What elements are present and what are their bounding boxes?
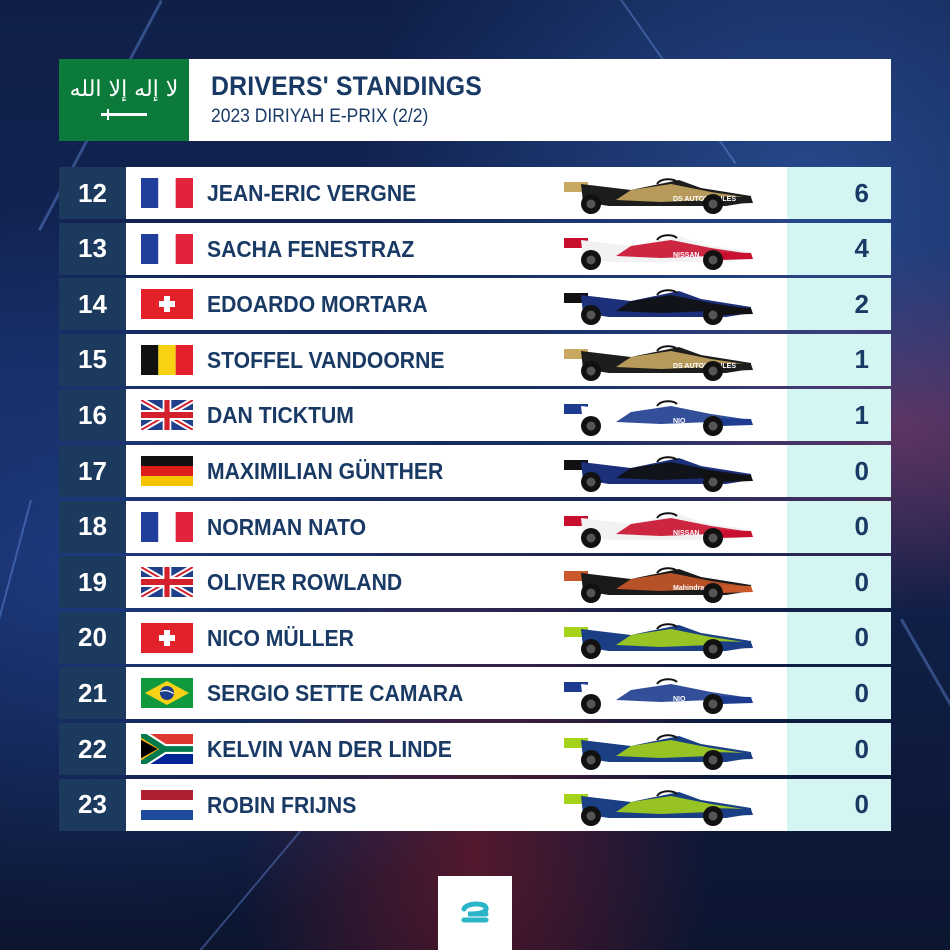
position-number: 14 bbox=[59, 278, 126, 331]
standings-row: 18 NORMAN NATO NISSAN 0 bbox=[59, 500, 891, 553]
abt-car-icon bbox=[561, 726, 757, 772]
driver-points: 0 bbox=[787, 500, 891, 553]
driver-name: NICO MÜLLER bbox=[207, 624, 354, 651]
page-subtitle: 2023 DIRIYAH E-PRIX (2/2) bbox=[211, 106, 429, 127]
brazil-flag-icon bbox=[141, 678, 193, 709]
position-number: 18 bbox=[59, 500, 126, 553]
belgium-flag-icon bbox=[141, 344, 193, 375]
saudi-arabia-flag-icon: لا إله إلا الله bbox=[59, 59, 189, 141]
abt-car-icon bbox=[561, 615, 757, 661]
driver-points: 0 bbox=[787, 556, 891, 609]
driver-points: 0 bbox=[787, 611, 891, 664]
position-number: 22 bbox=[59, 723, 126, 775]
standings-row: 17 MAXIMILIAN GÜNTHER 0 bbox=[59, 445, 891, 497]
standings-header: لا إله إلا الله DRIVERS' STANDINGS 2023 … bbox=[59, 59, 891, 141]
nio-car-icon: NIO bbox=[561, 670, 757, 716]
svg-text:NISSAN: NISSAN bbox=[673, 530, 699, 537]
nissan-car-icon: NISSAN bbox=[561, 226, 757, 272]
standings-row: 16 DAN TICKTUM NIO 1 bbox=[59, 389, 891, 442]
driver-points: 0 bbox=[787, 778, 891, 831]
driver-name: KELVIN VAN DER LINDE bbox=[207, 736, 452, 762]
svg-text:Mahindra: Mahindra bbox=[673, 585, 704, 592]
united-kingdom-flag-icon bbox=[141, 567, 193, 598]
driver-name: SACHA FENESTRAZ bbox=[207, 235, 415, 262]
driver-points: 4 bbox=[787, 222, 891, 275]
nio-car-icon: NIO bbox=[561, 392, 757, 438]
position-number: 21 bbox=[59, 667, 126, 720]
position-number: 19 bbox=[59, 556, 126, 609]
flag-script: لا إله إلا الله bbox=[69, 76, 180, 102]
svg-text:NISSAN: NISSAN bbox=[673, 252, 699, 259]
svg-text:NIO: NIO bbox=[673, 418, 686, 425]
driver-name: MAXIMILIAN GÜNTHER bbox=[207, 458, 444, 484]
standings-row: 19 OLIVER ROWLAND Mahindra 0 bbox=[59, 556, 891, 609]
driver-name: EDOARDO MORTARA bbox=[207, 291, 428, 318]
netherlands-flag-icon bbox=[141, 789, 193, 820]
ds-penske-car-icon: DS AUTOMOBILES bbox=[561, 170, 757, 216]
standings-row: 13 SACHA FENESTRAZ NISSAN 4 bbox=[59, 222, 891, 275]
standings-row: 20 NICO MÜLLER 0 bbox=[59, 611, 891, 664]
standings-row: 12 JEAN-ERIC VERGNE DS AUTOMOBILES 6 bbox=[59, 167, 891, 219]
driver-name: NORMAN NATO bbox=[207, 513, 367, 540]
page-title: DRIVERS' STANDINGS bbox=[211, 71, 482, 101]
driver-points: 0 bbox=[787, 667, 891, 720]
standings-row: 22 KELVIN VAN DER LINDE 0 bbox=[59, 723, 891, 775]
mahindra-car-icon: Mahindra bbox=[561, 559, 757, 605]
maserati-car-icon bbox=[561, 448, 757, 494]
formula-e-logo bbox=[438, 876, 512, 950]
driver-points: 0 bbox=[787, 723, 891, 775]
svg-text:NIO: NIO bbox=[673, 696, 686, 703]
standings-row: 14 EDOARDO MORTARA 2 bbox=[59, 278, 891, 331]
maserati-car-icon bbox=[561, 281, 757, 327]
switzerland-flag-icon bbox=[141, 622, 193, 653]
driver-name: ROBIN FRIJNS bbox=[207, 791, 357, 818]
sword-icon bbox=[101, 108, 147, 120]
france-flag-icon bbox=[141, 178, 193, 208]
nissan-car-icon: NISSAN bbox=[561, 504, 757, 550]
driver-points: 1 bbox=[787, 389, 891, 442]
position-number: 23 bbox=[59, 778, 126, 831]
united-kingdom-flag-icon bbox=[141, 400, 193, 431]
driver-name: OLIVER ROWLAND bbox=[207, 569, 403, 596]
position-number: 17 bbox=[59, 445, 126, 497]
germany-flag-icon bbox=[141, 456, 193, 486]
position-number: 20 bbox=[59, 611, 126, 664]
switzerland-flag-icon bbox=[141, 289, 193, 320]
formula-e-logo-icon bbox=[461, 901, 489, 923]
position-number: 13 bbox=[59, 222, 126, 275]
position-number: 15 bbox=[59, 333, 126, 386]
standings-row: 21 SERGIO SETTE CAMARA NIO 0 bbox=[59, 667, 891, 720]
ds-penske-car-icon: DS AUTOMOBILES bbox=[561, 337, 757, 383]
driver-points: 0 bbox=[787, 445, 891, 497]
position-number: 12 bbox=[59, 167, 126, 219]
driver-name: JEAN-ERIC VERGNE bbox=[207, 180, 417, 206]
standings-row: 23 ROBIN FRIJNS 0 bbox=[59, 778, 891, 831]
france-flag-icon bbox=[141, 233, 193, 264]
standings-row: 15 STOFFEL VANDOORNE DS AUTOMOBILES 1 bbox=[59, 333, 891, 386]
driver-points: 6 bbox=[787, 167, 891, 219]
driver-name: DAN TICKTUM bbox=[207, 402, 354, 429]
abt-car-icon bbox=[561, 782, 757, 828]
driver-name: SERGIO SETTE CAMARA bbox=[207, 680, 464, 707]
driver-points: 1 bbox=[787, 333, 891, 386]
driver-points: 2 bbox=[787, 278, 891, 331]
south-africa-flag-icon bbox=[141, 734, 193, 764]
driver-name: STOFFEL VANDOORNE bbox=[207, 346, 445, 373]
france-flag-icon bbox=[141, 511, 193, 542]
position-number: 16 bbox=[59, 389, 126, 442]
